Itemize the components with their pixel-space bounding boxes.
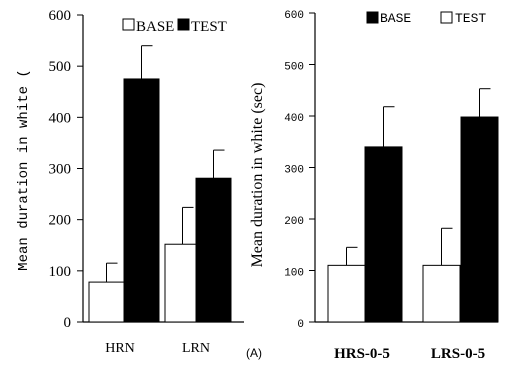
x-category-label: HRN xyxy=(105,341,135,356)
legend-label: TEST xyxy=(191,19,227,35)
bar-base-1 xyxy=(164,243,201,323)
y-tick-label: 400 xyxy=(49,110,72,126)
y-tick-label: 100 xyxy=(284,268,304,280)
x-category-label: HRS-0-5 xyxy=(334,346,390,362)
bar-test-1 xyxy=(422,264,461,323)
y-tick-label: 300 xyxy=(284,165,304,177)
legend-swatch xyxy=(177,18,190,31)
legend-swatch xyxy=(440,11,453,24)
legend-swatch xyxy=(366,11,379,24)
x-category-label: LRS-0-5 xyxy=(431,346,485,362)
legend-label: BASE xyxy=(380,11,411,26)
bar-base-1 xyxy=(460,116,499,323)
x-category-label: LRN xyxy=(182,341,210,356)
y-tick-label: 300 xyxy=(49,162,72,178)
chart-right: 0 100 200 300 400 500 600 Mean duration in whit… xyxy=(249,10,499,362)
y-tick-label: 200 xyxy=(49,213,72,229)
y-tick-label: 400 xyxy=(284,113,304,125)
y-tick-label: 600 xyxy=(49,8,72,24)
chart-left: 0 100 200 300 400 500 600 Mean duration in whit… xyxy=(16,8,244,356)
bar-test-0 xyxy=(327,264,366,323)
y-tick-label: 500 xyxy=(49,59,72,75)
bar-base-0 xyxy=(364,146,403,323)
legend-label: BASE xyxy=(136,19,174,35)
bar-base-0 xyxy=(88,281,125,323)
bar-test-0 xyxy=(123,78,160,323)
legend-swatch xyxy=(122,18,135,31)
legend-label: TEST xyxy=(455,11,486,26)
bar-test-1 xyxy=(195,177,232,323)
y-tick-label: 600 xyxy=(284,10,304,22)
y-axis-title: Mean duration in white ( xyxy=(16,69,32,271)
y-tick-label: 200 xyxy=(284,216,304,228)
y-axis-title: Mean duration in white (sec) xyxy=(249,83,266,268)
y-tick-label: 0 xyxy=(64,315,72,331)
y-tick-label: 500 xyxy=(284,62,304,74)
y-tick-label: 100 xyxy=(49,264,72,280)
y-tick-label: 0 xyxy=(297,319,304,331)
panel-label: (A) xyxy=(246,346,262,360)
